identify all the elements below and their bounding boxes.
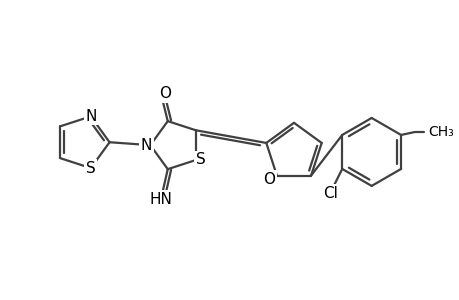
Text: HN: HN — [149, 192, 172, 207]
Text: N: N — [140, 138, 152, 153]
Text: CH₃: CH₃ — [427, 125, 453, 139]
Text: N: N — [85, 109, 96, 124]
Text: S: S — [196, 152, 205, 167]
Text: S: S — [86, 160, 95, 175]
Text: O: O — [263, 172, 274, 187]
Text: Cl: Cl — [323, 186, 337, 201]
Text: O: O — [158, 86, 170, 101]
